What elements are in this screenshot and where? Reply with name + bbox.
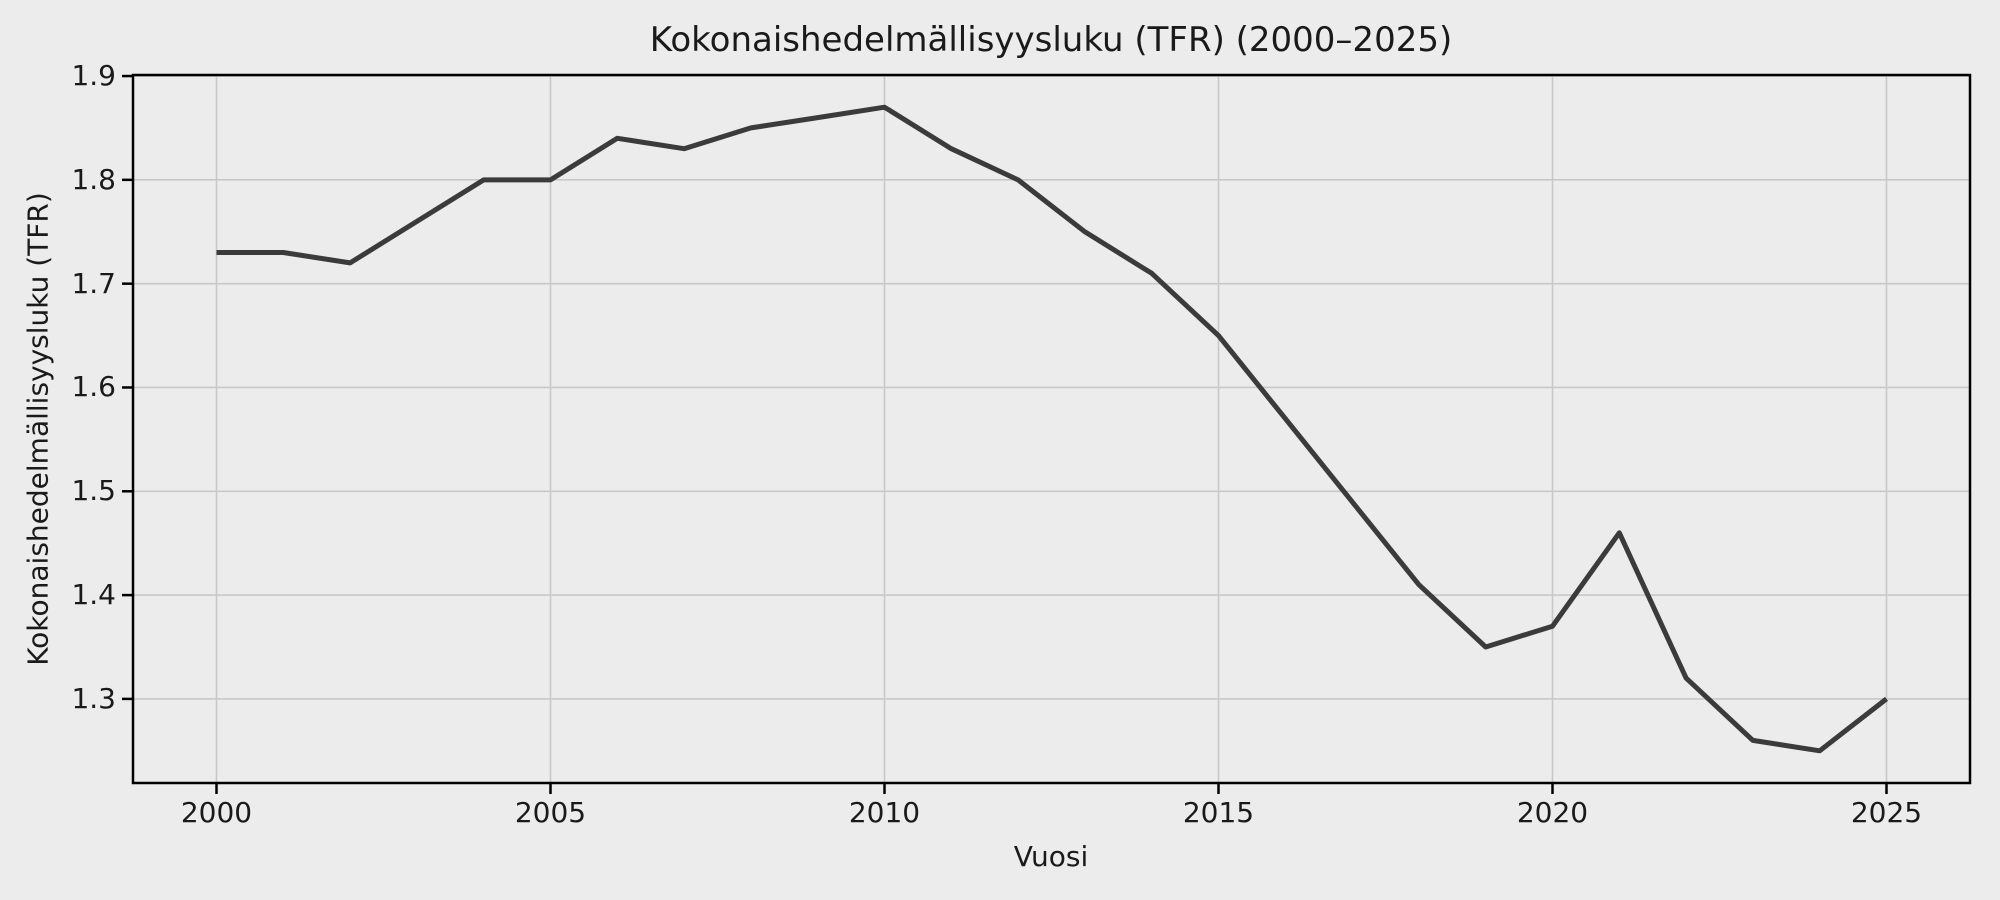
y-tick-label: 1.3 (71, 681, 116, 715)
x-tick-label: 2025 (1850, 796, 1923, 829)
y-tick-label: 1.7 (71, 266, 116, 300)
x-tick-label: 2005 (514, 796, 587, 829)
x-tick-label: 2010 (848, 796, 921, 829)
x-tick-label: 2000 (180, 796, 253, 829)
tfr-data-line (216, 104, 1889, 754)
y-tick-label: 1.8 (71, 162, 116, 196)
y-tick-label: 1.6 (71, 370, 116, 404)
x-tick-label: 2020 (1516, 796, 1589, 829)
x-axis-label: Vuosi (1013, 840, 1089, 873)
y-tick-label: 1.9 (71, 59, 116, 93)
y-tick-label: 1.5 (71, 474, 116, 508)
x-tick-label: 2015 (1182, 796, 1255, 829)
axes-background (133, 75, 1970, 783)
chart-title: Kokonaishedelmällisyysluku (TFR) (2000–2… (649, 20, 1453, 60)
y-tick-label: 1.4 (71, 578, 116, 612)
axes-spines (131, 73, 1972, 785)
